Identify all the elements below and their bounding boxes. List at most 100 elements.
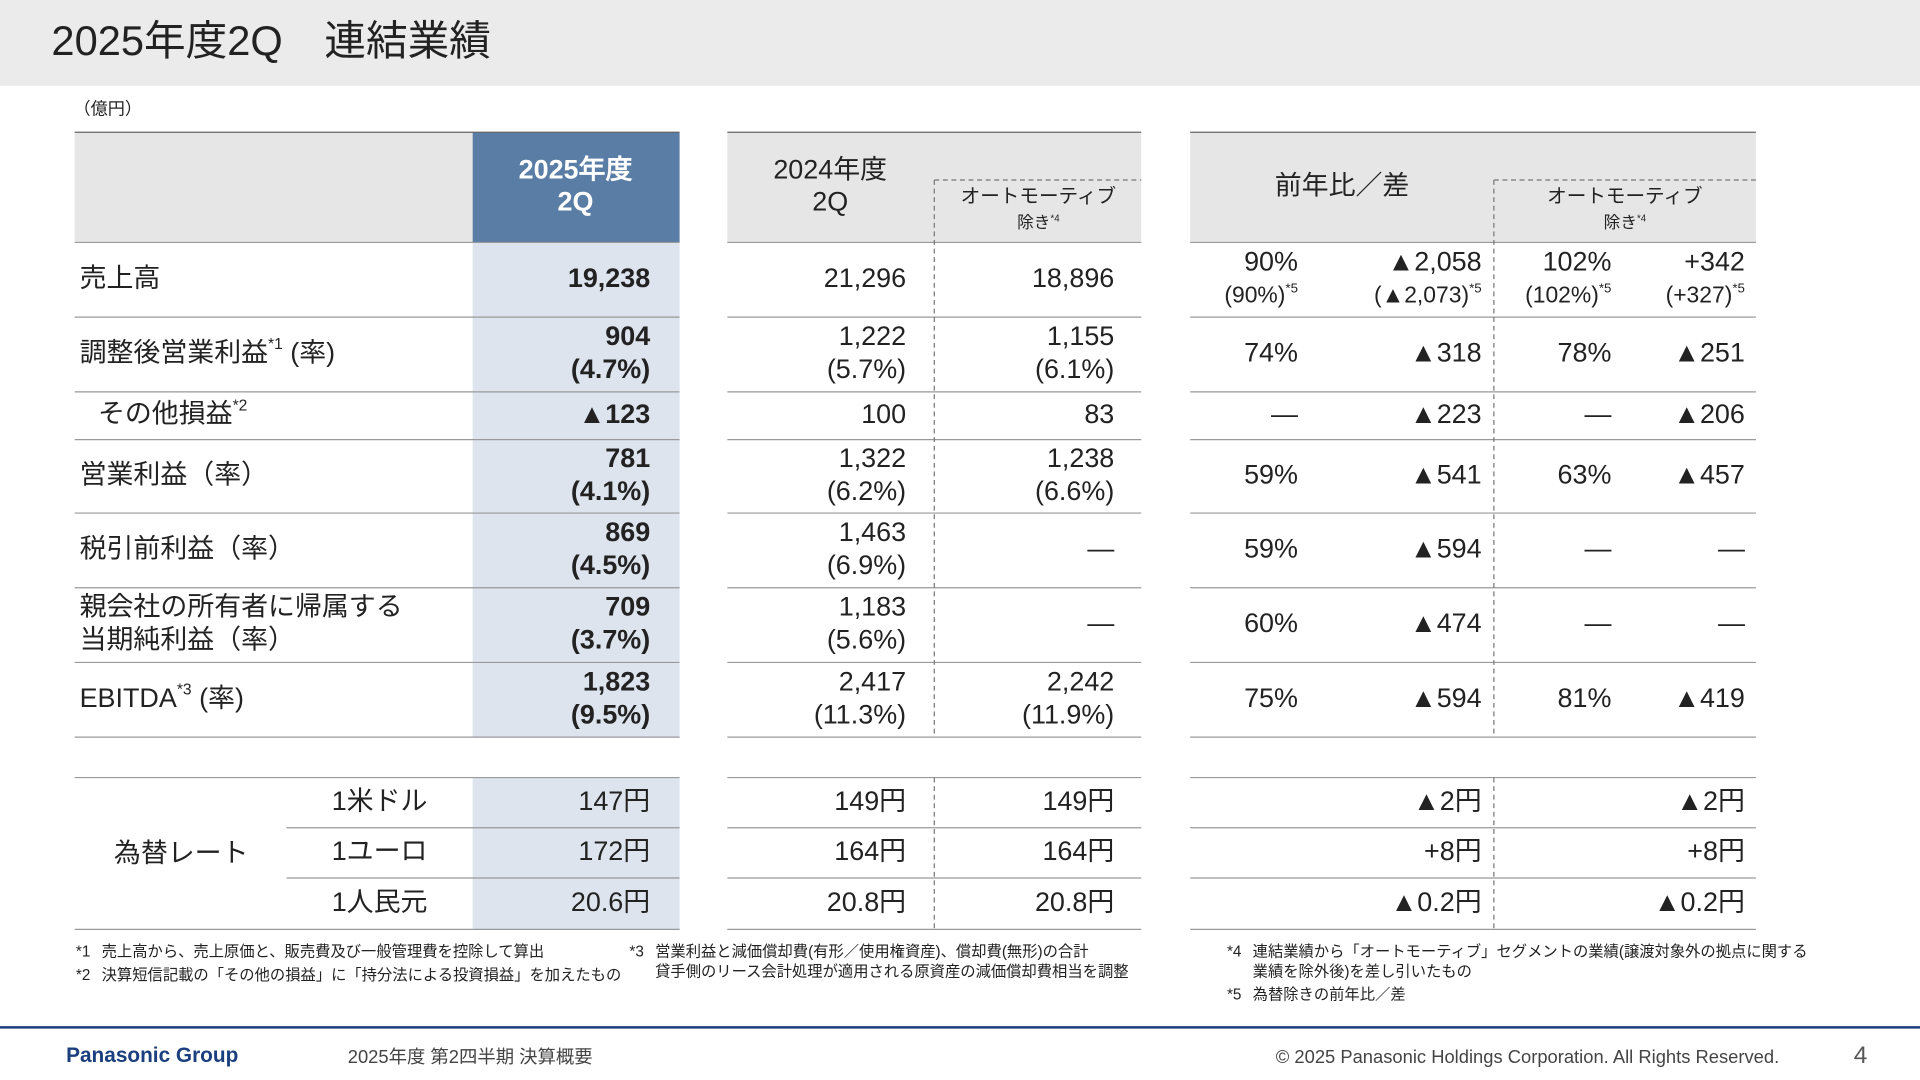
value-cell: — (1087, 608, 1114, 638)
currency-label: 1人民元 (332, 887, 428, 917)
value-cell: (3.7%) (571, 625, 650, 655)
ratio-cell-text: (90%) (1224, 281, 1285, 307)
fx-label: 為替レート (114, 838, 249, 868)
diff-cell: ▲419 (1673, 683, 1745, 713)
diff-cell: (▲2,073)*5 (1374, 280, 1482, 308)
fx-value: 149円 (1042, 786, 1114, 816)
fx-value: 172円 (578, 836, 650, 866)
ratio-cell: 59% (1244, 534, 1298, 564)
footnote-text: 営業利益と減価償却費(有形／使用権資産)、償却費(無形)の合計 (655, 944, 1088, 961)
footnote-ref: *5 (1285, 280, 1298, 295)
value-cell: (4.1%) (571, 476, 650, 506)
value-cell: 1,322 (839, 443, 906, 473)
footnote-ref: *5 (1469, 280, 1482, 295)
value-cell: (5.6%) (827, 625, 906, 655)
column-header: 除き*4 (1017, 213, 1060, 233)
header-band (0, 0, 1920, 86)
currency-label: 1ユーロ (332, 836, 428, 866)
fx-value: 20.6円 (571, 887, 650, 917)
value-cell: (6.6%) (1035, 476, 1114, 506)
diff-cell: — (1718, 608, 1745, 638)
value-cell: 1,155 (1047, 321, 1114, 351)
diff-cell: ▲594 (1410, 683, 1482, 713)
ratio-cell: 63% (1558, 459, 1612, 489)
value-cell: 1,238 (1047, 443, 1114, 473)
column-header: 前年比／差 (1275, 170, 1410, 200)
column-header: 2Q (812, 186, 848, 216)
value-cell: 904 (605, 321, 650, 351)
row-label: 営業利益（率） (80, 459, 268, 489)
diff-cell-text: (▲2,073) (1374, 281, 1469, 307)
footnote-ref: *5 (1599, 280, 1612, 295)
ratio-cell: 74% (1244, 338, 1298, 368)
copyright: © 2025 Panasonic Holdings Corporation. A… (1276, 1046, 1779, 1067)
cell-background (1190, 132, 1756, 243)
fx-value: 164円 (1042, 836, 1114, 866)
footnote-text: 連結業績から「オートモーティブ」セグメントの業績(譲渡対象外の拠点に関する (1253, 943, 1808, 961)
value-cell: 2,417 (839, 666, 906, 696)
ratio-cell: 75% (1244, 683, 1298, 713)
value-cell: (6.1%) (1035, 354, 1114, 384)
fx-value: 147円 (578, 786, 650, 816)
diff-cell: ▲206 (1673, 399, 1745, 429)
row-label: 税引前利益（率） (80, 534, 295, 564)
footnote-text: 為替除きの前年比／差 (1253, 987, 1406, 1004)
column-header: オートモーティブ (1547, 184, 1702, 207)
value-cell: ▲123 (579, 399, 651, 429)
brand-logo: Panasonic Group (66, 1044, 238, 1067)
row-label-suffix: (率) (192, 683, 244, 713)
fx-value: ▲0.2円 (1654, 887, 1745, 917)
value-cell: (4.7%) (571, 354, 650, 384)
document-name: 2025年度 第2四半期 決算概要 (348, 1046, 593, 1067)
value-cell: 1,823 (583, 666, 650, 696)
footnote-mark: *4 (1227, 944, 1242, 961)
fx-value: ▲2円 (1413, 786, 1482, 816)
value-cell: — (1087, 534, 1114, 564)
value-cell: 1,183 (839, 592, 906, 622)
footnote-mark: *5 (1227, 987, 1241, 1004)
currency-label: 1米ドル (332, 786, 428, 816)
value-cell: (11.3%) (814, 699, 906, 729)
row-label: EBITDA*3 (率) (80, 681, 244, 712)
diff-cell-text: (+327) (1666, 281, 1733, 307)
cell-background (472, 777, 680, 930)
footnote-mark: *3 (629, 944, 643, 961)
value-cell: (5.7%) (827, 354, 906, 384)
diff-cell: ▲457 (1673, 459, 1745, 489)
cell-background (472, 242, 680, 738)
fx-value: +8円 (1687, 836, 1745, 866)
value-cell: (4.5%) (571, 550, 650, 580)
ratio-cell: — (1585, 534, 1612, 564)
row-label: その他損益*2 (98, 397, 247, 428)
value-cell: 2,242 (1047, 666, 1114, 696)
value-cell: 21,296 (824, 263, 906, 293)
ratio-cell: 90% (1244, 246, 1298, 276)
value-cell: 83 (1084, 399, 1114, 429)
cell-background (74, 132, 473, 243)
page-number: 4 (1854, 1042, 1868, 1069)
diff-cell: +342 (1684, 246, 1745, 276)
unit-label: （億円） (73, 99, 142, 119)
ratio-cell: — (1585, 608, 1612, 638)
page-title: 2025年度2Q 連結業績 (51, 17, 491, 64)
ratio-cell: 60% (1244, 608, 1298, 638)
footnote-text: 貸手側のリース会計処理が適用される原資産の減価償却費相当を調整 (655, 963, 1128, 980)
ratio-cell: (102%)*5 (1525, 280, 1611, 308)
footnote-text: 業績を除外後)を差し引いたもの (1253, 963, 1472, 980)
ratio-cell: 59% (1244, 459, 1298, 489)
ratio-cell: 102% (1543, 246, 1612, 276)
column-header: 2024年度 (773, 155, 887, 185)
footnote-ref: *5 (1732, 280, 1745, 295)
value-cell: 869 (605, 517, 650, 547)
column-header-text: 除き (1017, 213, 1050, 232)
fx-value: 20.8円 (1035, 887, 1114, 917)
ratio-cell: (90%)*5 (1224, 280, 1298, 308)
fx-value: +8円 (1424, 836, 1482, 866)
row-label-text: その他損益 (98, 399, 233, 429)
footnote-ref: *3 (177, 681, 192, 698)
column-header: 2Q (558, 186, 594, 216)
diff-cell: (+327)*5 (1666, 280, 1745, 308)
ratio-cell: 81% (1558, 683, 1612, 713)
footnote-ref: *4 (1050, 213, 1060, 224)
